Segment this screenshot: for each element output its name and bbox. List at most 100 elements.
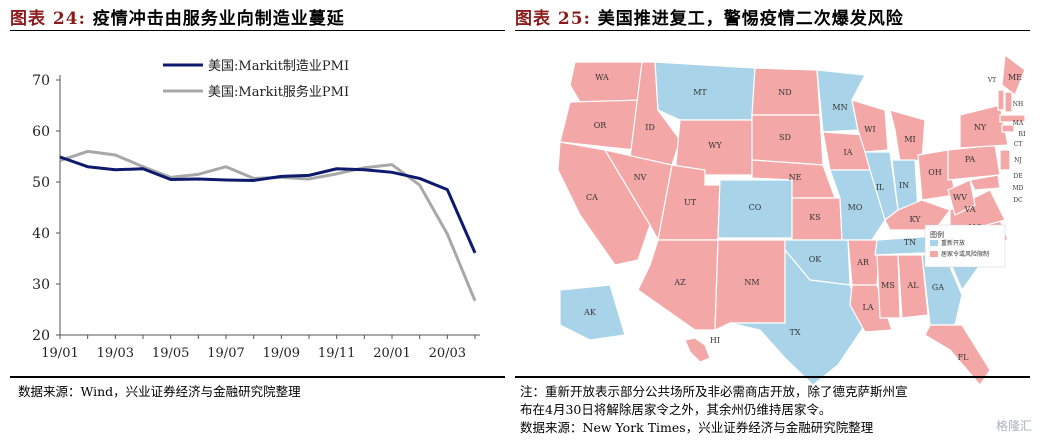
state-label-ak: AK (583, 308, 597, 317)
x-tick-label: 20/03 (429, 346, 466, 361)
state-label-ma: MA (1013, 120, 1024, 127)
state-label-ks: KS (809, 213, 820, 222)
state-label-ut: UT (684, 198, 697, 207)
chart-legend: 美国:Markit制造业PMI 美国:Markit服务业PMI (163, 59, 349, 100)
state-label-ar: AR (856, 258, 870, 267)
state-label-id: ID (645, 123, 655, 132)
chart-axes: 20 30 40 50 60 70 19/01 19/03 19/05 19/07 19/09 19/… (32, 73, 480, 361)
map-legend-swatch (930, 251, 938, 257)
x-tick-label: 20/01 (373, 346, 410, 361)
map-legend-title: 图例 (930, 230, 944, 239)
state-label-ms: MS (881, 281, 895, 290)
state-label-nh: NH (1013, 101, 1023, 108)
x-tick-label: 19/07 (207, 346, 244, 361)
state-label-ia: IA (844, 148, 853, 157)
state-label-la: LA (862, 303, 873, 312)
map-legend-swatch (930, 240, 938, 246)
state-md (969, 174, 1001, 191)
us-reopening-map: WA OR CA ID NV MT WY UT AZ CO NM ND SD NE KS OK TX MN IA MO… (530, 40, 1030, 386)
x-tick-label: 19/11 (318, 346, 355, 361)
state-label-mt: MT (693, 88, 707, 97)
y-tick-label: 50 (32, 175, 50, 191)
chart-series (59, 149, 477, 302)
left-footer-rule (10, 376, 505, 378)
left-figure-title-text: 疫情冲击由服务业向制造业蔓延 (92, 9, 345, 29)
right-footer-rule (515, 376, 1030, 378)
state-label-ny: NY (974, 123, 987, 132)
state-label-fl: FL (958, 353, 970, 362)
state-label-wv: WV (953, 193, 967, 202)
state-wv (947, 179, 976, 216)
state-label-ri: RI (1019, 131, 1027, 138)
right-figure-title: 图表 25: 美国推进复工，警惕疫情二次爆发风险 (515, 4, 904, 29)
state-label-mi: MI (904, 135, 915, 144)
state-nh (1004, 91, 1013, 113)
x-tick-label: 19/05 (152, 346, 189, 361)
state-label-nj: NJ (1014, 157, 1022, 164)
state-label-az: AZ (673, 278, 686, 287)
right-note-line-1: 注：重新开放表示部分公共场所及非必需商店开放，除了德克萨斯州宣 (520, 384, 908, 399)
state-label-or: OR (594, 121, 608, 130)
right-source: 数据来源：New York Times，兴业证券经济与金融研究院整理 (520, 420, 874, 435)
left-title-rule (10, 30, 505, 31)
state-wi (851, 99, 889, 153)
state-label-ct: CT (1014, 141, 1023, 148)
state-ny (959, 104, 1009, 149)
x-tick-label: 19/03 (97, 346, 134, 361)
state-label-nv: NV (634, 173, 647, 182)
state-vt (997, 89, 1005, 111)
state-label-mn: MN (832, 103, 847, 112)
state-label-al: AL (906, 281, 919, 290)
state-ct (1001, 124, 1015, 133)
legend-label: 美国:Markit制造业PMI (208, 59, 349, 74)
state-label-hi: HI (710, 336, 720, 345)
state-label-va: VA (963, 205, 975, 214)
state-label-in: IN (899, 181, 909, 190)
state-me (1001, 53, 1026, 96)
state-label-ga: GA (932, 283, 944, 292)
state-label-co: CO (749, 203, 762, 212)
state-label-md: MD (1013, 185, 1024, 192)
state-label-mo: MO (848, 203, 863, 212)
state-ms (876, 254, 901, 319)
state-label-ok: OK (809, 255, 823, 264)
state-label-ne: NE (789, 173, 802, 182)
left-figure-title: 图表 24: 疫情冲击由服务业向制造业蔓延 (10, 4, 345, 29)
left-source: 数据来源：Wind，兴业证券经济与金融研究院整理 (18, 384, 301, 399)
state-label-me: ME (1008, 73, 1022, 82)
right-title-rule (515, 30, 1030, 31)
map-legend-label: 居家令或风险限制 (941, 250, 989, 258)
watermark-logo: 格隆汇 (995, 419, 1032, 433)
left-figure-label: 图表 24: (10, 9, 86, 29)
state-label-sd: SD (779, 133, 791, 142)
state-label-ky: KY (909, 215, 921, 224)
state-ak (559, 284, 626, 341)
y-tick-label: 20 (32, 328, 50, 344)
x-tick-label: 19/01 (41, 346, 78, 361)
right-note-line-2: 布在4月30日将解除居家令之外，其余州仍维持居家令。 (520, 402, 832, 417)
state-label-il: IL (876, 183, 885, 192)
right-figure-title-text: 美国推进复工，警惕疫情二次爆发风险 (597, 9, 904, 29)
series-line-manufacturing (59, 155, 477, 254)
right-figure-label: 图表 25: (515, 9, 591, 29)
y-tick-label: 40 (32, 226, 50, 242)
us-states-map: WA OR CA ID NV MT WY UT AZ CO NM ND SD NE KS OK TX MN IA MO… (557, 53, 1027, 386)
state-label-tx: TX (789, 328, 800, 337)
y-tick-label: 60 (32, 124, 50, 140)
y-tick-label: 70 (32, 73, 50, 89)
state-label-nm: NM (744, 278, 759, 287)
x-tick-label: 19/09 (263, 346, 300, 361)
state-label-wi: WI (864, 125, 875, 134)
pmi-line-chart: 20 30 40 50 60 70 19/01 19/03 19/05 19/07 19/09 19/… (32, 59, 480, 361)
state-label-nd: ND (778, 88, 791, 97)
legend-label: 美国:Markit服务业PMI (208, 84, 349, 100)
map-legend-label: 重新开放 (941, 239, 965, 247)
state-label-oh: OH (928, 168, 942, 177)
state-nj (999, 149, 1011, 171)
state-al (897, 254, 929, 319)
right-note: 注：重新开放表示部分公共场所及非必需商店开放，除了德克萨斯州宣 布在4月30日将… (520, 383, 908, 437)
series-line-services (59, 149, 477, 302)
state-hi (684, 337, 711, 363)
state-label-vt: VT (987, 77, 996, 84)
